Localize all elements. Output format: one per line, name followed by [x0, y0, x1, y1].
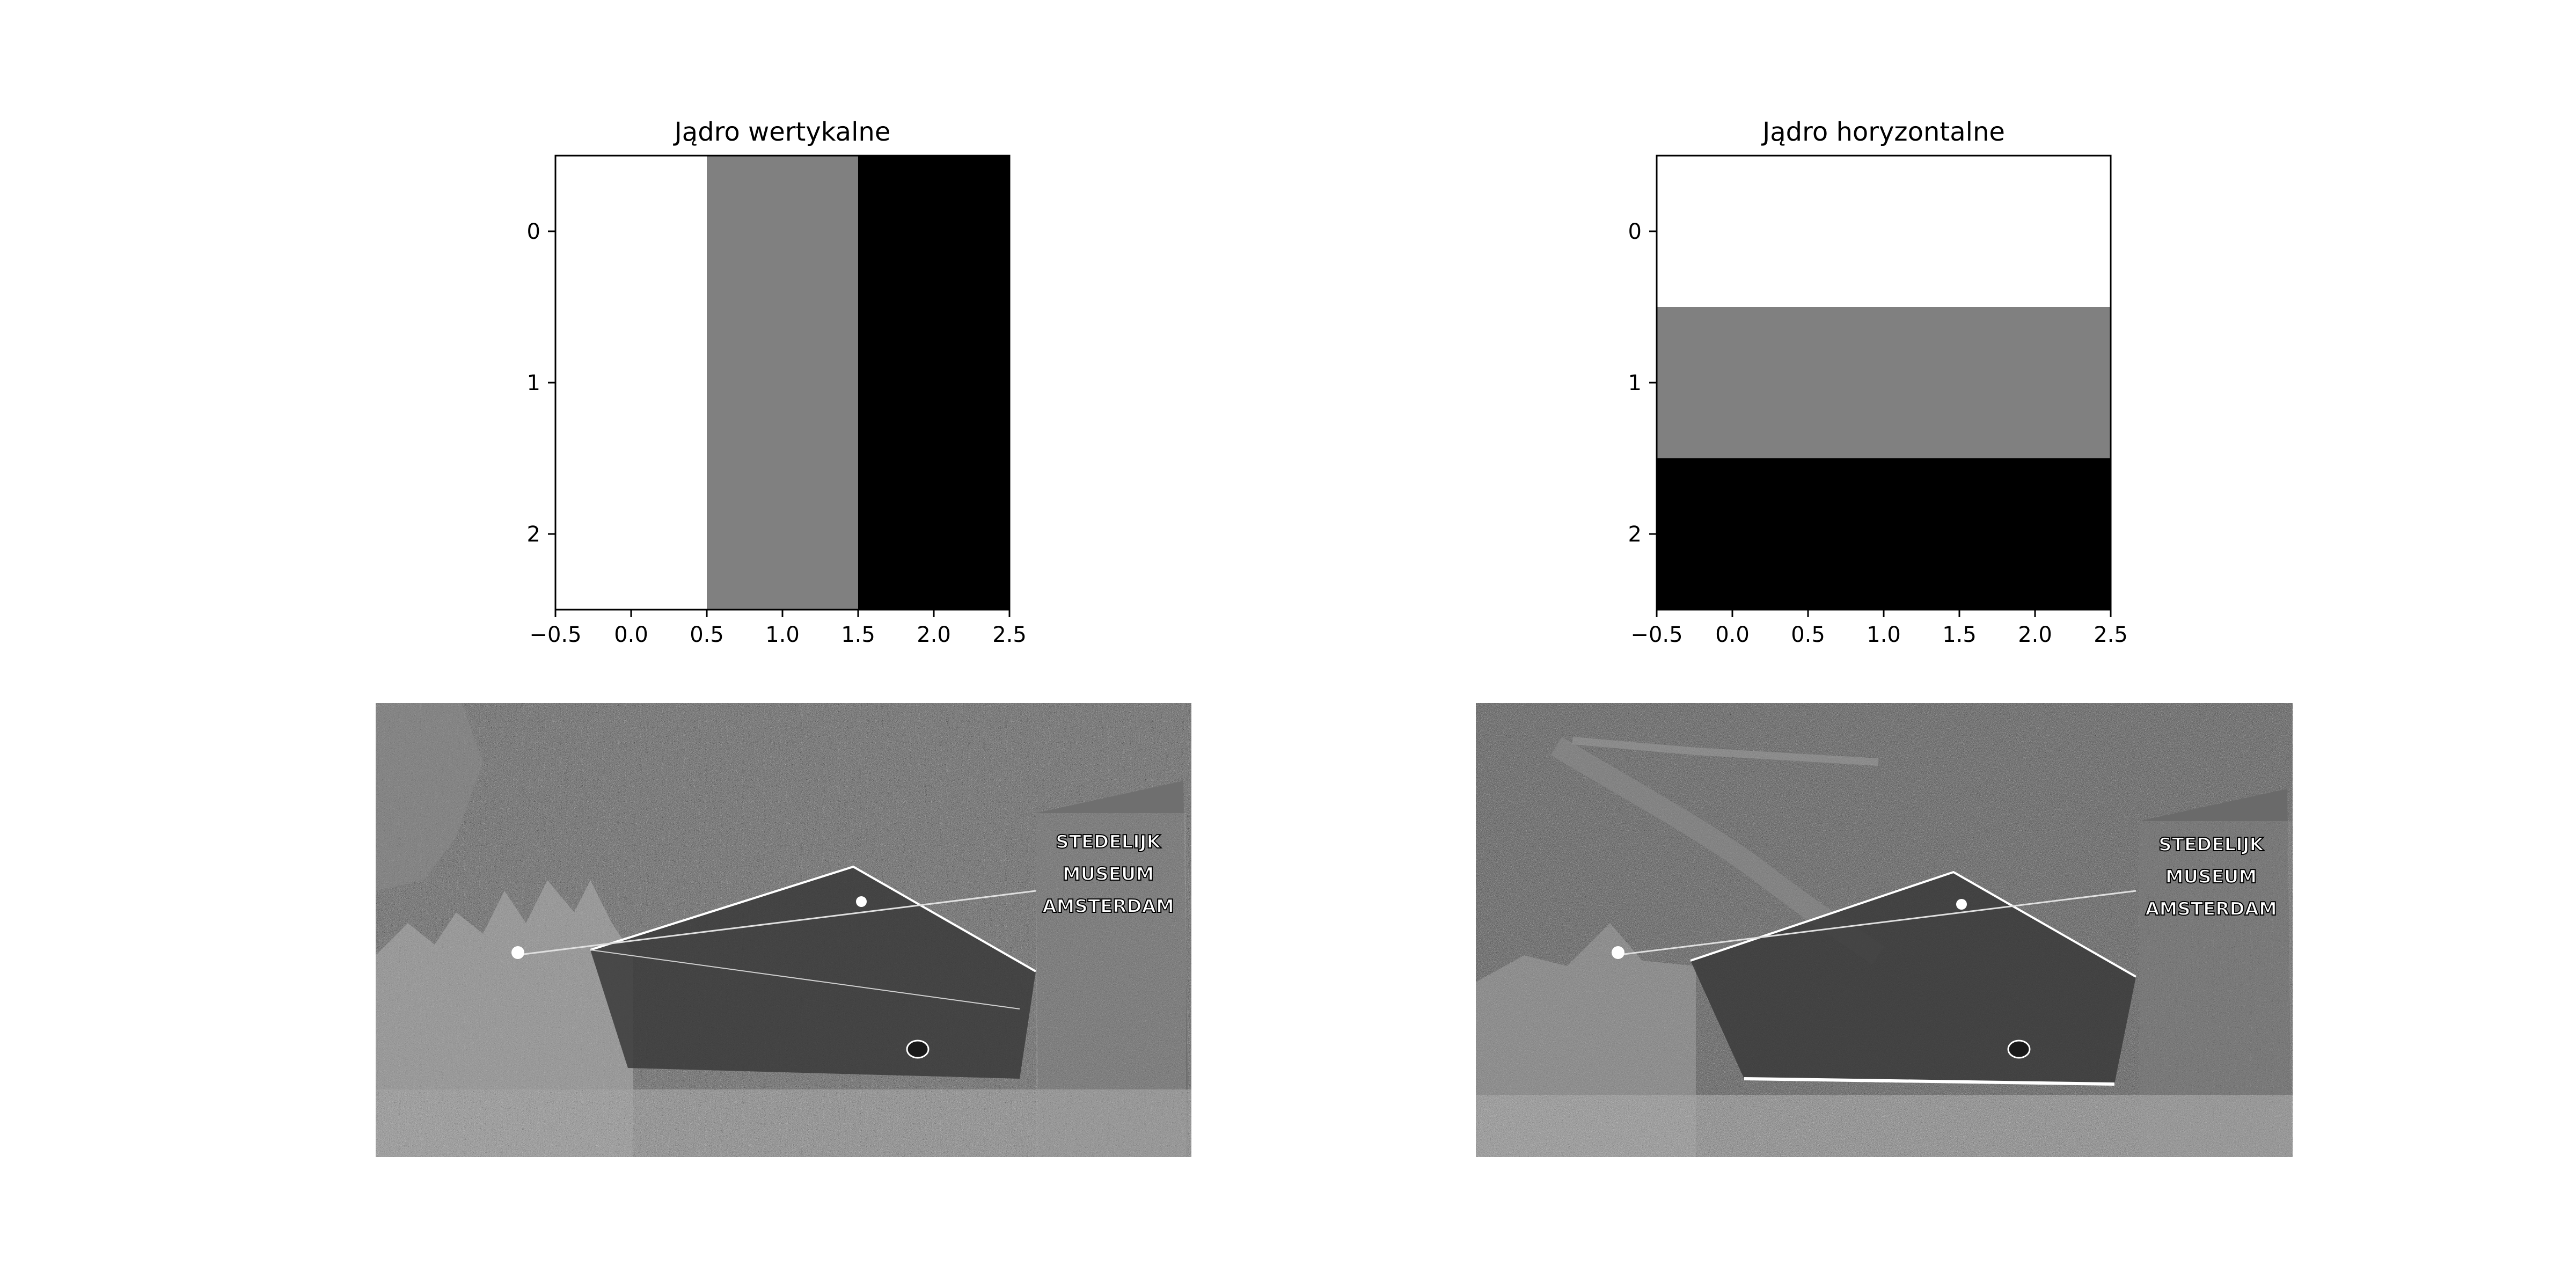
x-axis: −0.5 0.0 0.5 1.0 1.5 2.0 2.5 — [529, 610, 1027, 647]
heatmap-cell-2-1 — [1808, 458, 1960, 610]
heatmap-cell-0-0 — [555, 156, 707, 308]
x-tick-label: 1.0 — [1867, 623, 1901, 647]
sign-line-1: STEDELIJK — [1056, 831, 1161, 853]
sign-line-3: AMSTERDAM — [2145, 898, 2277, 920]
x-tick-label: 2.5 — [2094, 623, 2128, 647]
x-tick-label: 0.5 — [690, 623, 724, 647]
vertical-edge-image: STEDELIJK MUSEUM AMSTERDAM — [376, 703, 1191, 1157]
x-tick-label: 0.0 — [614, 623, 648, 647]
heatmap-cell-2-2 — [1959, 458, 2111, 610]
sign-line-2: MUSEUM — [1063, 863, 1154, 885]
heatmap-cell-2-0 — [1657, 458, 1809, 610]
heatmap-cell-0-2 — [858, 156, 1010, 308]
horizontal-edge-image: STEDELIJK MUSEUM AMSTERDAM — [1476, 703, 2293, 1157]
y-tick-label: 2 — [1628, 522, 1642, 547]
heatmap-cell-2-2 — [858, 458, 1010, 610]
x-axis: −0.5 0.0 0.5 1.0 1.5 2.0 2.5 — [1630, 610, 2128, 647]
y-tick-label: 0 — [527, 219, 540, 244]
y-tick-label: 0 — [1628, 219, 1642, 244]
x-tick-label: 2.0 — [917, 623, 951, 647]
horizontal-kernel-chart: Jądro horyzontalne −0.5 0.0 0.5 1.0 1.5 2.0 2.… — [1628, 117, 2128, 647]
x-tick-label: 1.5 — [1942, 623, 1977, 647]
heatmap-cell-1-0 — [555, 307, 707, 459]
chart-title: Jądro horyzontalne — [1761, 117, 2005, 147]
heatmap-cell-1-1 — [707, 307, 859, 459]
heatmap-cell-1-1 — [1808, 307, 1960, 459]
heatmap-cells — [555, 156, 1010, 610]
heatmap-cell-0-0 — [1657, 156, 1809, 308]
heatmap-cell-1-2 — [1959, 307, 2111, 459]
y-tick-label: 1 — [527, 371, 540, 396]
heatmap-cell-2-1 — [707, 458, 859, 610]
y-tick-label: 2 — [527, 522, 540, 547]
x-tick-label: 2.5 — [992, 623, 1027, 647]
sign-line-3: AMSTERDAM — [1042, 896, 1174, 917]
x-tick-label: 1.0 — [765, 623, 800, 647]
heatmap-cell-1-0 — [1657, 307, 1809, 459]
heatmap-cell-0-2 — [1959, 156, 2111, 308]
x-tick-label: −0.5 — [1630, 623, 1682, 647]
x-tick-label: 0.0 — [1715, 623, 1750, 647]
x-tick-label: 2.0 — [2018, 623, 2052, 647]
y-axis: 0 1 2 — [527, 219, 555, 547]
vertical-kernel-chart: Jądro wertykalne −0.5 0.0 0.5 1.0 1.5 2.0 2.5 … — [527, 117, 1027, 647]
y-axis: 0 1 2 — [1628, 219, 1657, 547]
sign-line-1: STEDELIJK — [2158, 834, 2264, 855]
heatmap-cell-0-1 — [707, 156, 859, 308]
y-tick-label: 1 — [1628, 371, 1642, 396]
heatmap-cells — [1657, 156, 2111, 610]
heatmap-cell-1-2 — [858, 307, 1010, 459]
heatmap-cell-2-0 — [555, 458, 707, 610]
x-tick-label: −0.5 — [529, 623, 581, 647]
x-tick-label: 0.5 — [1791, 623, 1825, 647]
x-tick-label: 1.5 — [841, 623, 875, 647]
sign-line-2: MUSEUM — [2165, 866, 2257, 888]
heatmap-cell-0-1 — [1808, 156, 1960, 308]
chart-title: Jądro wertykalne — [673, 117, 891, 147]
